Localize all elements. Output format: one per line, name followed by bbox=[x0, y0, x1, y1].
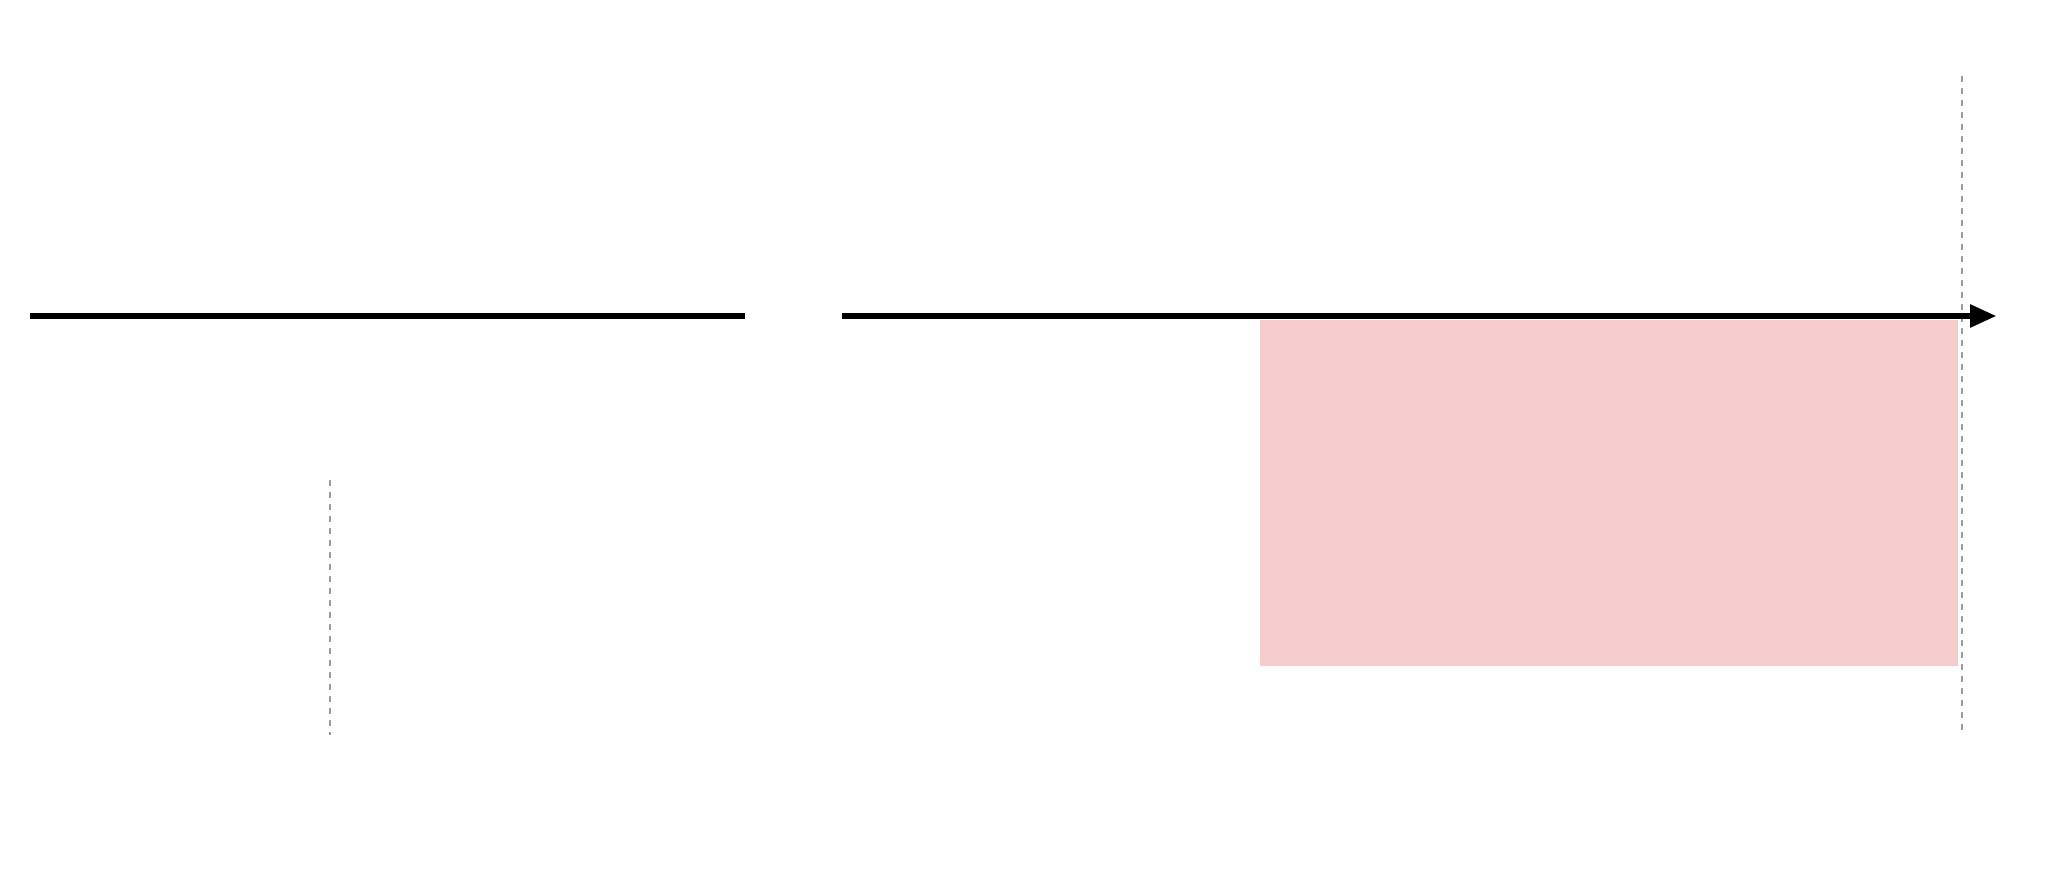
timeline-arrowhead bbox=[1970, 304, 1996, 328]
failed-zone-rect bbox=[1260, 320, 1958, 666]
